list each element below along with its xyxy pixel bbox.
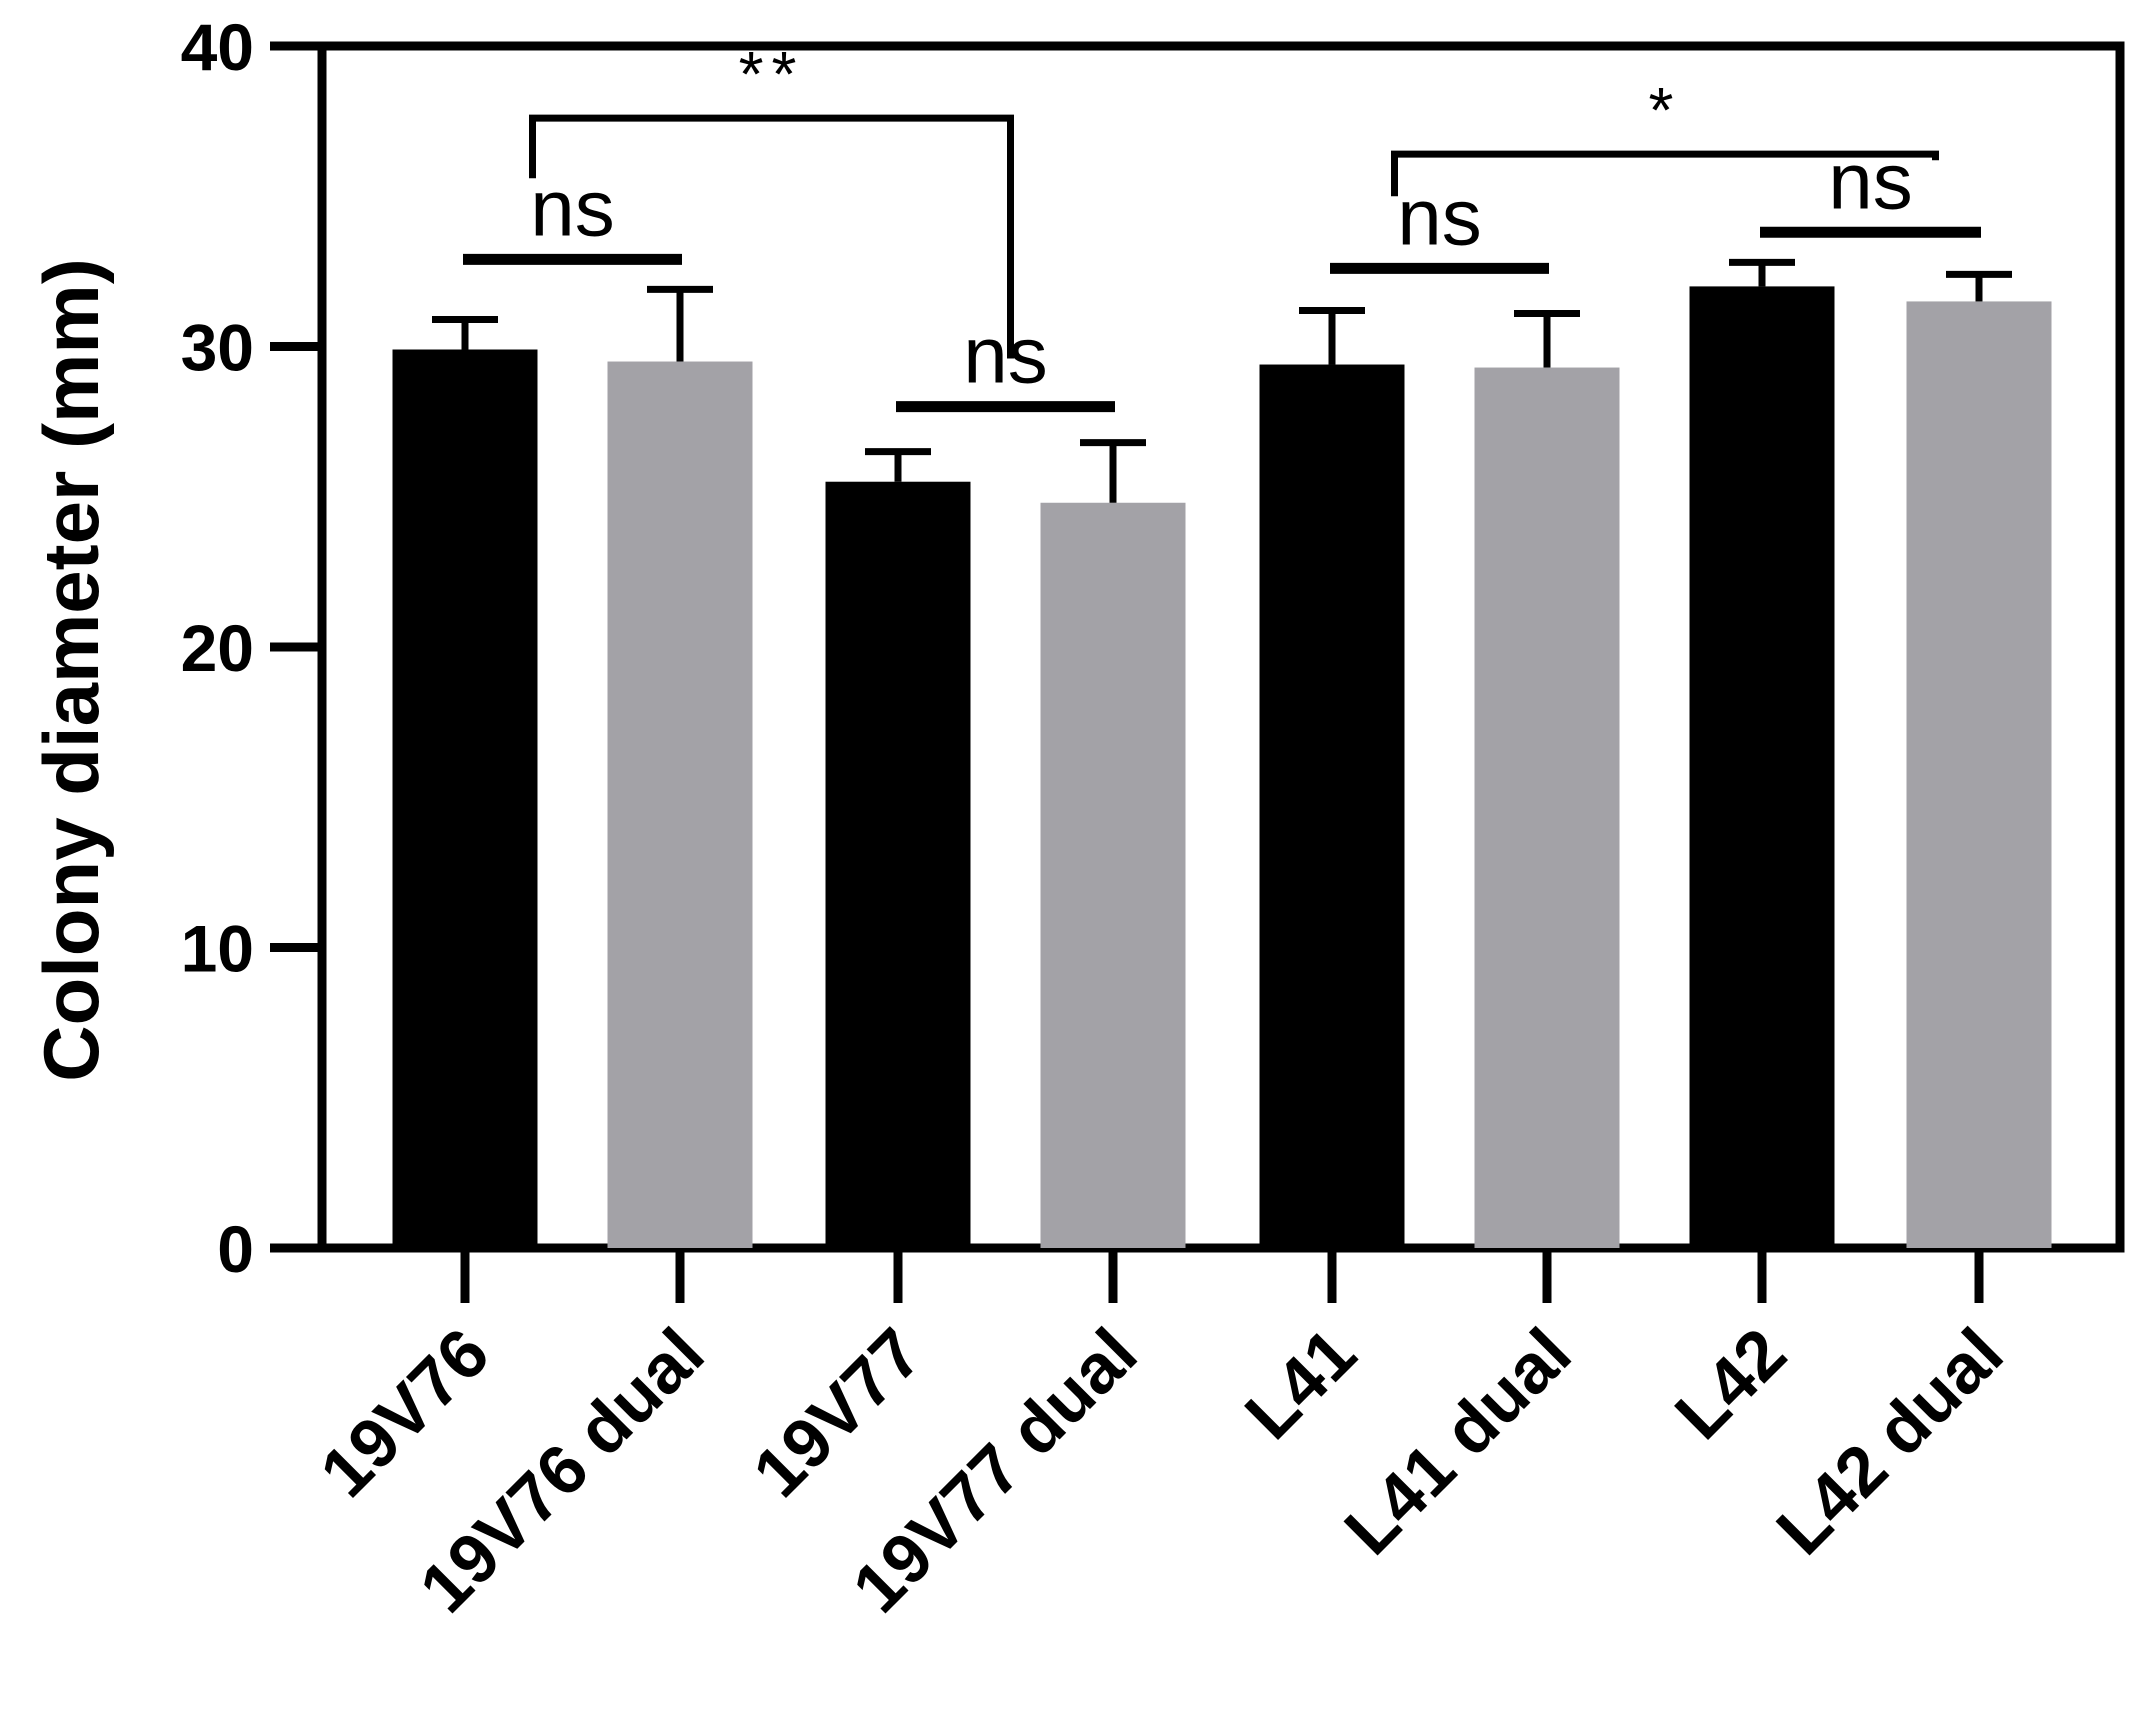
y-axis-title: Colony diameter (mm) — [27, 258, 115, 1081]
significance-bracket — [1391, 150, 1939, 197]
significance-bracket — [529, 114, 1014, 359]
significance-stars: ** — [739, 38, 805, 110]
category-label: 19V77 — [738, 1313, 936, 1511]
bar-l42-dual — [1906, 301, 2052, 1248]
bar-l42 — [1689, 286, 1835, 1248]
bar-19v77-dual — [1040, 502, 1186, 1248]
error-bars — [432, 258, 2012, 503]
y-tick-label: 10 — [181, 912, 254, 986]
bar-l41-dual — [1474, 367, 1620, 1248]
category-label: 19V76 — [305, 1313, 503, 1511]
y-tick-label: 30 — [181, 311, 254, 385]
category-label: L41 — [1230, 1313, 1370, 1453]
y-tick-label: 40 — [181, 10, 254, 84]
bar-19v76-dual — [607, 361, 753, 1248]
axes-frame — [270, 41, 2125, 1303]
significance-label: ns — [1397, 172, 1482, 261]
category-label: L41 dual — [1330, 1313, 1586, 1569]
significance-label: ns — [1828, 136, 1913, 225]
significance-label: ns — [530, 163, 615, 252]
y-tick-label: 0 — [217, 1212, 254, 1286]
significance-label: ns — [963, 311, 1048, 400]
y-tick-label: 20 — [181, 611, 254, 685]
bar-l41 — [1259, 364, 1405, 1248]
significance-stars: * — [1649, 74, 1682, 146]
bars — [392, 286, 2052, 1249]
bar-19v76 — [392, 349, 538, 1248]
category-label: L42 dual — [1762, 1313, 2018, 1569]
category-label: L42 — [1660, 1313, 1800, 1453]
bar-19v77 — [825, 481, 971, 1249]
